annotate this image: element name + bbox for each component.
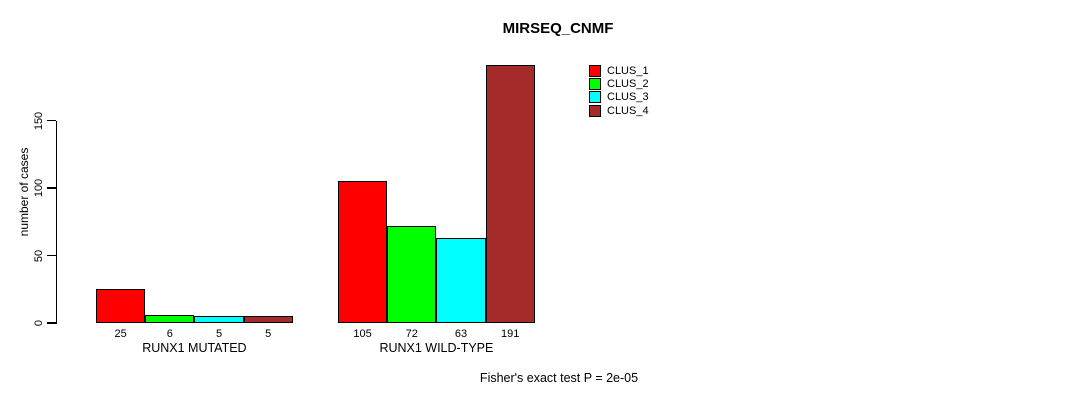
legend-item: CLUS_1 (589, 64, 649, 77)
legend-swatch (589, 78, 601, 91)
y-tick-mark (46, 187, 56, 189)
bar-value-label: 105 (353, 327, 372, 340)
bar-value-label: 5 (265, 327, 272, 340)
y-tick-mark (46, 322, 56, 324)
legend-label: CLUS_2 (607, 78, 649, 91)
bar-value-label: 72 (405, 327, 418, 340)
y-tick-label: 150 (33, 111, 45, 130)
chart-title: MIRSEQ_CNMF (502, 20, 614, 37)
legend-swatch (589, 64, 601, 77)
y-tick-label: 0 (33, 319, 45, 327)
legend-label: CLUS_4 (607, 104, 649, 117)
legend-label: CLUS_3 (607, 91, 649, 104)
bar-clus_4-mutated (243, 316, 293, 323)
y-axis-label: number of cases (17, 147, 31, 237)
bar-clus_1-wild-type (338, 181, 388, 323)
legend-label: CLUS_1 (607, 64, 649, 77)
y-tick-mark (46, 254, 56, 257)
y-axis-line (55, 120, 57, 324)
legend-swatch (589, 91, 601, 104)
y-tick-mark (46, 119, 56, 122)
bar-clus_3-mutated (194, 316, 244, 323)
legend-item: CLUS_2 (589, 77, 649, 91)
bar-clus_1-mutated (96, 289, 146, 323)
bar-clus_2-wild-type (387, 225, 437, 323)
legend-item: CLUS_4 (589, 104, 649, 117)
group-label: RUNX1 MUTATED (142, 341, 247, 355)
bar-value-label: 6 (166, 327, 173, 340)
bar-clus_2-mutated (145, 314, 195, 323)
bar-clus_3-wild-type (436, 237, 486, 323)
bar-value-label: 25 (114, 327, 127, 340)
annotation-text: Fisher's exact test P = 2e-05 (479, 371, 639, 385)
group-label: RUNX1 WILD-TYPE (379, 341, 494, 355)
y-tick-label: 50 (33, 249, 45, 262)
bar-value-label: 63 (454, 327, 468, 340)
y-tick-label: 100 (33, 178, 45, 198)
legend-swatch (589, 104, 601, 117)
bar-value-label: 5 (215, 327, 223, 340)
bar-value-label: 191 (501, 327, 520, 340)
legend-item: CLUS_3 (589, 91, 649, 104)
bar-clus_4-wild-type (485, 65, 535, 323)
legend: CLUS_1 CLUS_2 CLUS_3 CLUS_4 (589, 64, 649, 118)
